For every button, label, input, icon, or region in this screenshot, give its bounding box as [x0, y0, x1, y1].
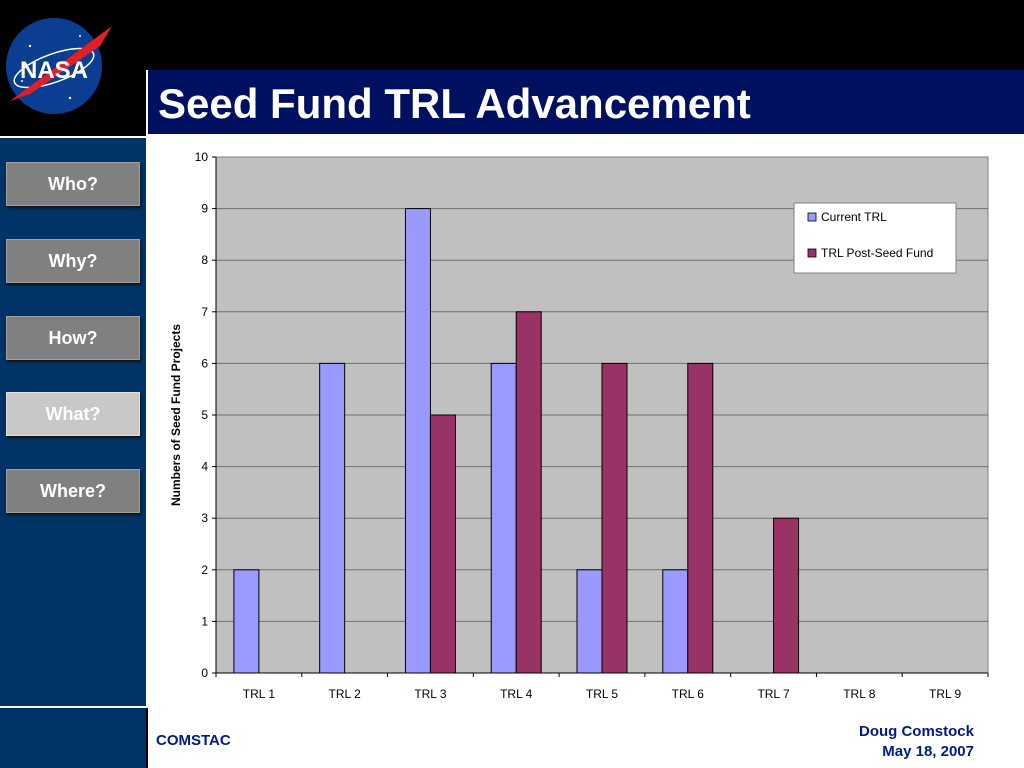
y-tick-label: 7: [201, 305, 208, 319]
top-bar: [0, 0, 1024, 70]
bar-current-trl: [319, 362, 346, 674]
bar-current-trl: [490, 362, 517, 674]
sidebar: Who? Why? How? What? Where?: [0, 136, 146, 708]
y-tick-label: 1: [201, 614, 208, 628]
nav-label: What?: [45, 403, 101, 424]
legend-swatch: [807, 212, 817, 222]
nav-label: Who?: [48, 173, 98, 194]
y-tick-label: 2: [201, 563, 208, 577]
nav-label: Where?: [39, 480, 106, 501]
legend-label: Current TRL: [821, 210, 887, 224]
x-tick-label: TRL 6: [672, 687, 705, 701]
footer-org: COMSTAC: [156, 732, 231, 749]
nav-button-where[interactable]: Where?: [6, 469, 140, 513]
y-tick-label: 3: [201, 511, 208, 525]
x-tick-label: TRL 7: [757, 687, 790, 701]
logo-text: NASA: [20, 57, 88, 84]
bar-current-trl: [576, 569, 603, 674]
y-tick-label: 9: [201, 202, 208, 216]
bar-post-seed-fund: [515, 311, 542, 674]
nav-label: How?: [48, 327, 98, 348]
bar-post-seed-fund: [687, 362, 714, 674]
x-tick-label: TRL 3: [414, 687, 447, 701]
bar-current-trl: [404, 208, 431, 674]
x-tick-label: TRL 1: [243, 687, 276, 701]
nav-button-how[interactable]: How?: [6, 316, 140, 360]
nav-button-who[interactable]: Who?: [6, 162, 140, 206]
x-tick-label: TRL 9: [929, 687, 962, 701]
y-axis-label: Numbers of Seed Fund Projects: [169, 324, 183, 506]
nasa-logo-icon: NASA: [0, 6, 120, 116]
footer-sidebar: [0, 708, 146, 768]
footer: COMSTAC Doug Comstock May 18, 2007: [146, 708, 1024, 768]
footer-credit: Doug Comstock May 18, 2007: [859, 722, 974, 762]
x-tick-label: TRL 4: [500, 687, 533, 701]
legend-label: TRL Post-Seed Fund: [821, 246, 933, 260]
footer-date: May 18, 2007: [882, 743, 974, 760]
bar-current-trl: [662, 569, 689, 674]
x-tick-label: TRL 5: [586, 687, 619, 701]
nav-label: Why?: [48, 250, 98, 271]
nav-button-why[interactable]: Why?: [6, 239, 140, 283]
page-title: Seed Fund TRL Advancement: [158, 80, 751, 127]
footer-author: Doug Comstock: [858, 723, 974, 740]
bar-chart: 0 1 2 3 4 5 6 7 8 9 10 TRL 1 TRL 2 TRL 3 TRL 4 TRL 5 TRL…: [169, 150, 989, 701]
bar-post-seed-fund: [773, 517, 800, 674]
chart-area: 0 1 2 3 4 5 6 7 8 9 10 TRL 1 TRL 2 TRL 3 TRL 4 TRL 5 TRL…: [146, 136, 1024, 708]
x-tick-label: TRL 2: [329, 687, 362, 701]
x-tick-label: TRL 8: [843, 687, 876, 701]
legend-swatch: [807, 248, 817, 258]
title-bar: Seed Fund TRL Advancement: [146, 70, 1024, 136]
nav-button-what[interactable]: What?: [6, 392, 140, 436]
y-tick-label: 4: [201, 460, 208, 474]
y-tick-label: 0: [201, 666, 208, 680]
bar-post-seed-fund: [601, 362, 628, 674]
bar-current-trl: [233, 569, 260, 674]
bar-post-seed-fund: [429, 414, 456, 674]
y-tick-label: 8: [201, 253, 208, 267]
y-tick-label: 6: [201, 356, 208, 370]
y-tick-label: 10: [195, 150, 209, 164]
y-tick-label: 5: [201, 408, 208, 422]
legend: [793, 202, 957, 274]
